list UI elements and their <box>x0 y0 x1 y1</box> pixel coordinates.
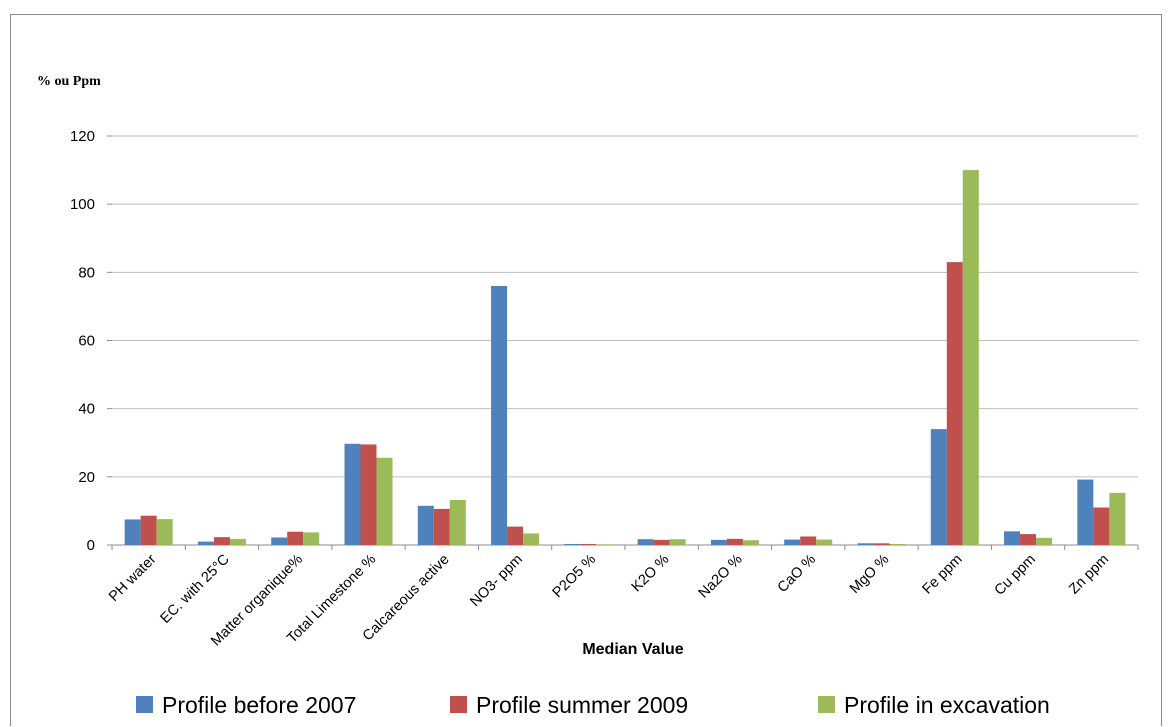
bar <box>417 505 434 545</box>
bar <box>197 541 214 545</box>
legend-swatch <box>136 696 153 713</box>
x-tick-label: K2O % <box>629 551 673 595</box>
bar <box>1109 492 1126 545</box>
bar <box>784 539 801 545</box>
bar <box>449 500 466 545</box>
bar <box>1004 531 1021 545</box>
legend-swatch <box>450 696 467 713</box>
legend-swatch <box>818 696 835 713</box>
bar <box>889 543 906 545</box>
x-tick-label: Zn ppm <box>1066 552 1112 598</box>
x-tick-label: NO3- ppm <box>467 552 526 611</box>
bar <box>491 285 508 545</box>
legend: Profile before 2007 Profile summer 2009 Pr… <box>136 692 1050 718</box>
bar <box>637 539 654 545</box>
bar <box>376 457 393 545</box>
bar <box>124 519 141 545</box>
x-tick-label: Fe ppm <box>920 552 966 598</box>
y-tick-labels: 0 20 40 60 80 100 120 <box>70 128 95 554</box>
bar <box>653 539 670 545</box>
bar <box>710 539 727 545</box>
bar <box>857 543 874 545</box>
y-tick-label: 80 <box>78 264 95 281</box>
x-tick-label: CaO % <box>775 551 819 595</box>
bar <box>669 539 686 545</box>
y-tick-label: 20 <box>78 469 95 486</box>
y-tick-label: 0 <box>87 537 95 554</box>
bar <box>271 537 288 545</box>
x-axis-title: Median Value <box>582 641 683 658</box>
bars <box>124 170 1126 546</box>
bar <box>742 540 759 545</box>
legend-label: Profile summer 2009 <box>476 692 688 718</box>
bar <box>1077 479 1094 545</box>
bar <box>303 532 320 545</box>
bar <box>344 443 361 545</box>
bar <box>962 170 979 546</box>
x-tick-label: Na2O % <box>696 551 746 601</box>
chart-frame <box>10 14 1162 726</box>
bar <box>523 533 540 545</box>
legend-label: Profile before 2007 <box>162 692 356 718</box>
x-tick-label: P2O5 % <box>550 551 600 601</box>
bar <box>873 543 890 545</box>
bar <box>800 536 817 545</box>
bar <box>433 508 450 545</box>
bar <box>287 531 304 545</box>
bar <box>507 526 524 545</box>
y-tick-label: 40 <box>78 401 95 418</box>
gridlines <box>107 135 1139 550</box>
x-tick-label: EC. with 25°C <box>158 552 233 627</box>
bar <box>726 538 743 545</box>
bar <box>156 519 173 545</box>
y-axis-label: % ou Ppm <box>37 74 101 89</box>
bar <box>596 544 613 545</box>
y-tick-label: 60 <box>78 333 95 350</box>
bar <box>1093 507 1110 545</box>
legend-label: Profile in excavation <box>844 692 1050 718</box>
y-tick-label: 120 <box>70 128 95 145</box>
x-tick-label: Cu ppm <box>992 552 1039 599</box>
bar <box>213 537 230 545</box>
x-tick-label: MgO % <box>847 551 893 597</box>
bar <box>946 262 963 545</box>
x-tick-label: PH water <box>106 551 160 605</box>
bar <box>1036 537 1053 545</box>
bar <box>1020 534 1037 545</box>
y-tick-label: 100 <box>70 196 95 213</box>
bar <box>360 444 377 545</box>
bar <box>816 539 833 545</box>
bar <box>930 429 947 545</box>
bar <box>140 515 157 545</box>
bar <box>580 543 597 545</box>
bar <box>564 543 581 545</box>
bar <box>229 538 246 545</box>
